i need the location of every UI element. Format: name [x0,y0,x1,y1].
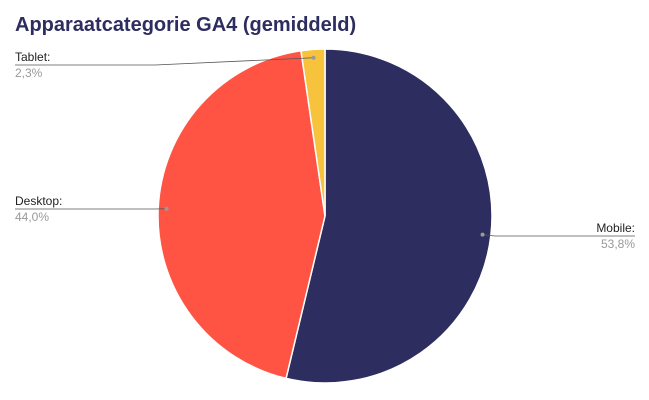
pie-slice [300,48,326,217]
slice-label: Desktop: [15,194,62,208]
slice-value-label: 2,3% [15,66,43,80]
chart-title: Apparaatcategorie GA4 (gemiddeld) [15,14,356,36]
leader-line [15,57,314,66]
slice-value-label: 53,8% [601,237,635,251]
leader-dot [480,232,485,237]
leader-dot [164,206,169,211]
leader-line [482,234,635,237]
slice-label: Mobile: [596,221,635,235]
slice-label: Tablet: [15,50,50,64]
pie-slice [157,49,326,380]
slice-value-label: 44,0% [15,210,49,224]
leader-dot [311,55,316,60]
